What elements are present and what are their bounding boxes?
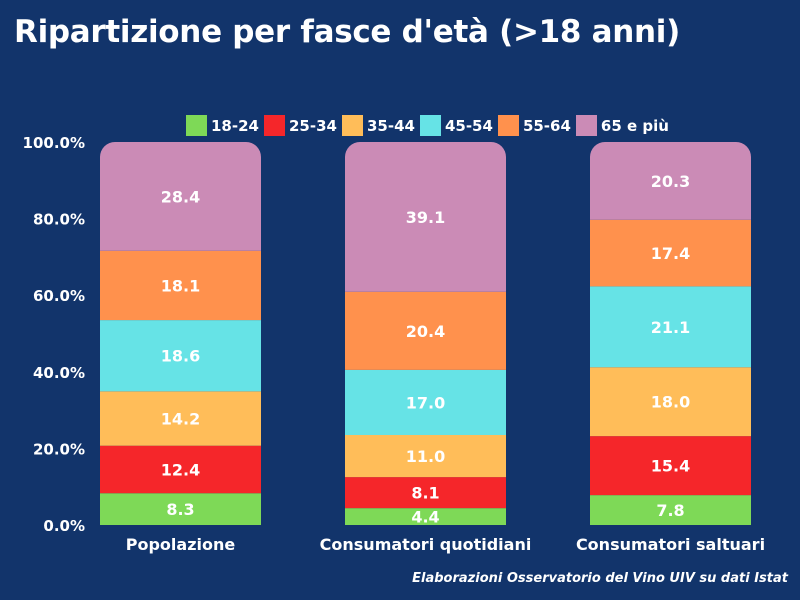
bar-segment: [590, 286, 751, 368]
bar-2: [590, 142, 751, 525]
y-tick-label: 40.0%: [33, 364, 85, 382]
legend-swatch: [341, 115, 363, 136]
x-category-label: Consumatori saltuari: [576, 535, 765, 554]
bar-segment: [345, 477, 506, 509]
data-label: 17.0: [406, 393, 445, 412]
bar-segment: [590, 436, 751, 496]
data-label: 18.1: [161, 276, 200, 295]
legend-item: 55-64: [497, 115, 571, 136]
data-label: 8.1: [411, 484, 439, 503]
bar-segment: [345, 434, 506, 478]
bar-segment: [590, 367, 751, 437]
data-label: 20.3: [651, 172, 690, 191]
bar-1: [345, 142, 506, 525]
bar-segment: [345, 291, 506, 370]
legend-item: 65 e più: [575, 115, 669, 136]
bar-segment: [100, 250, 261, 321]
legend-label: 55-64: [522, 116, 571, 135]
data-label: 11.0: [406, 447, 445, 466]
data-label: 4.4: [411, 508, 439, 527]
data-label: 17.4: [651, 244, 690, 263]
bar-segment: [345, 508, 506, 525]
legend-swatch: [419, 115, 441, 136]
bar-segment: [590, 495, 751, 525]
legend-swatch: [497, 115, 519, 136]
data-label: 8.3: [166, 500, 194, 519]
data-label: 39.1: [406, 208, 445, 227]
legend-label: 18-24: [211, 116, 259, 135]
legend-swatch: [186, 115, 207, 136]
data-label: 15.4: [651, 457, 690, 476]
bar-segment: [345, 142, 506, 292]
data-label: 18.6: [161, 347, 200, 366]
y-tick-label: 60.0%: [33, 287, 85, 305]
data-label: 28.4: [161, 187, 200, 206]
chart-title: Ripartizione per fasce d'età (>18 anni): [14, 14, 681, 50]
y-tick-label: 0.0%: [43, 517, 85, 535]
data-label: 12.4: [161, 460, 200, 479]
bar-segment: [100, 142, 261, 251]
y-tick-label: 20.0%: [33, 440, 85, 458]
bar-segment: [100, 320, 261, 392]
legend-item: 45-54: [419, 115, 493, 136]
data-label: 14.2: [161, 410, 200, 429]
y-tick-label: 100.0%: [23, 134, 85, 152]
legend-swatch: [575, 115, 597, 136]
y-tick-label: 80.0%: [33, 211, 85, 229]
bar-0: [100, 142, 261, 525]
legend-item: 35-44: [341, 115, 415, 136]
bar-segment: [100, 391, 261, 446]
bar-segment: [100, 445, 261, 494]
data-label: 20.4: [406, 322, 445, 341]
legend: 18-24 25-34 35-44 45-54 55-64 65 e più: [186, 115, 674, 136]
legend-label: 45-54: [444, 116, 493, 135]
x-category-label: Popolazione: [126, 535, 236, 554]
data-label: 7.8: [656, 501, 684, 520]
legend-label: 65 e più: [600, 116, 669, 135]
legend-item: 18-24: [186, 115, 259, 136]
legend-label: 35-44: [366, 116, 415, 135]
legend-item: 25-34: [263, 115, 337, 136]
x-category-label: Consumatori quotidiani: [320, 535, 532, 554]
bar-segment: [345, 369, 506, 435]
bar-segment: [590, 142, 751, 220]
data-label: 21.1: [651, 318, 690, 337]
legend-swatch: [263, 115, 285, 136]
bar-segment: [100, 493, 261, 525]
bar-segment: [590, 219, 751, 287]
legend-label: 25-34: [288, 116, 337, 135]
data-label: 18.0: [651, 393, 690, 412]
source-note: Elaborazioni Osservatorio del Vino UIV s…: [412, 571, 788, 586]
